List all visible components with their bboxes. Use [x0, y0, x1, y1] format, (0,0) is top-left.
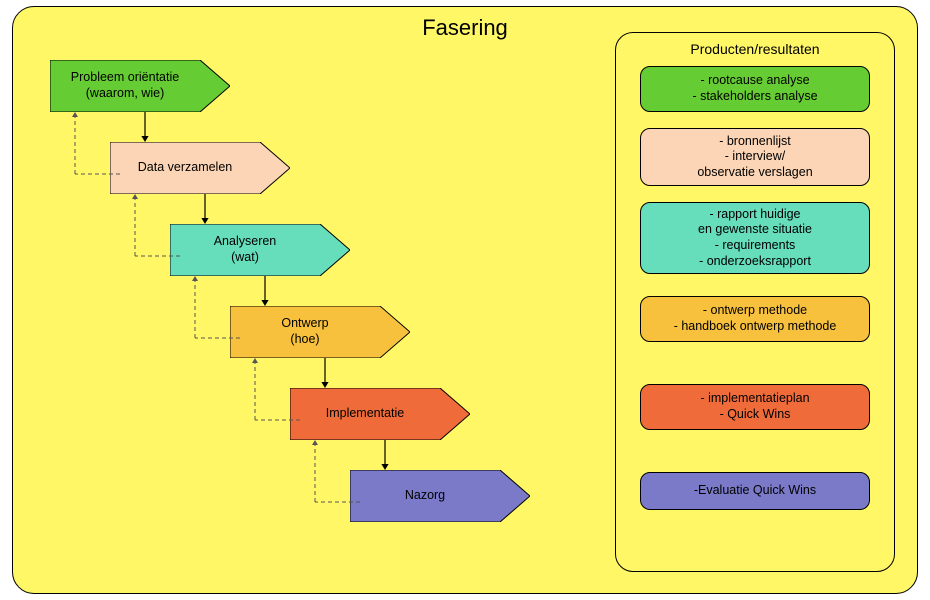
- result-6: -Evaluatie Quick Wins: [640, 472, 870, 510]
- result-3: - rapport huidigeen gewenste situatie- r…: [640, 202, 870, 274]
- phase-4: Ontwerp(hoe): [230, 306, 410, 358]
- results-panel-title: Producten/resultaten: [616, 41, 894, 57]
- result-1: - rootcause analyse- stakeholders analys…: [640, 66, 870, 112]
- phase-1: Probleem oriëntatie(waarom, wie): [50, 60, 230, 112]
- result-2: - bronnenlijst- interview/observatie ver…: [640, 128, 870, 186]
- diagram-stage: Fasering Producten/resultaten Probleem o…: [0, 0, 930, 600]
- phase-3: Analyseren(wat): [170, 224, 350, 276]
- phase-6: Nazorg: [350, 470, 530, 522]
- result-5: - implementatieplan- Quick Wins: [640, 384, 870, 430]
- phase-5: Implementatie: [290, 388, 470, 440]
- result-4: - ontwerp methode- handboek ontwerp meth…: [640, 296, 870, 342]
- phase-2: Data verzamelen: [110, 142, 290, 194]
